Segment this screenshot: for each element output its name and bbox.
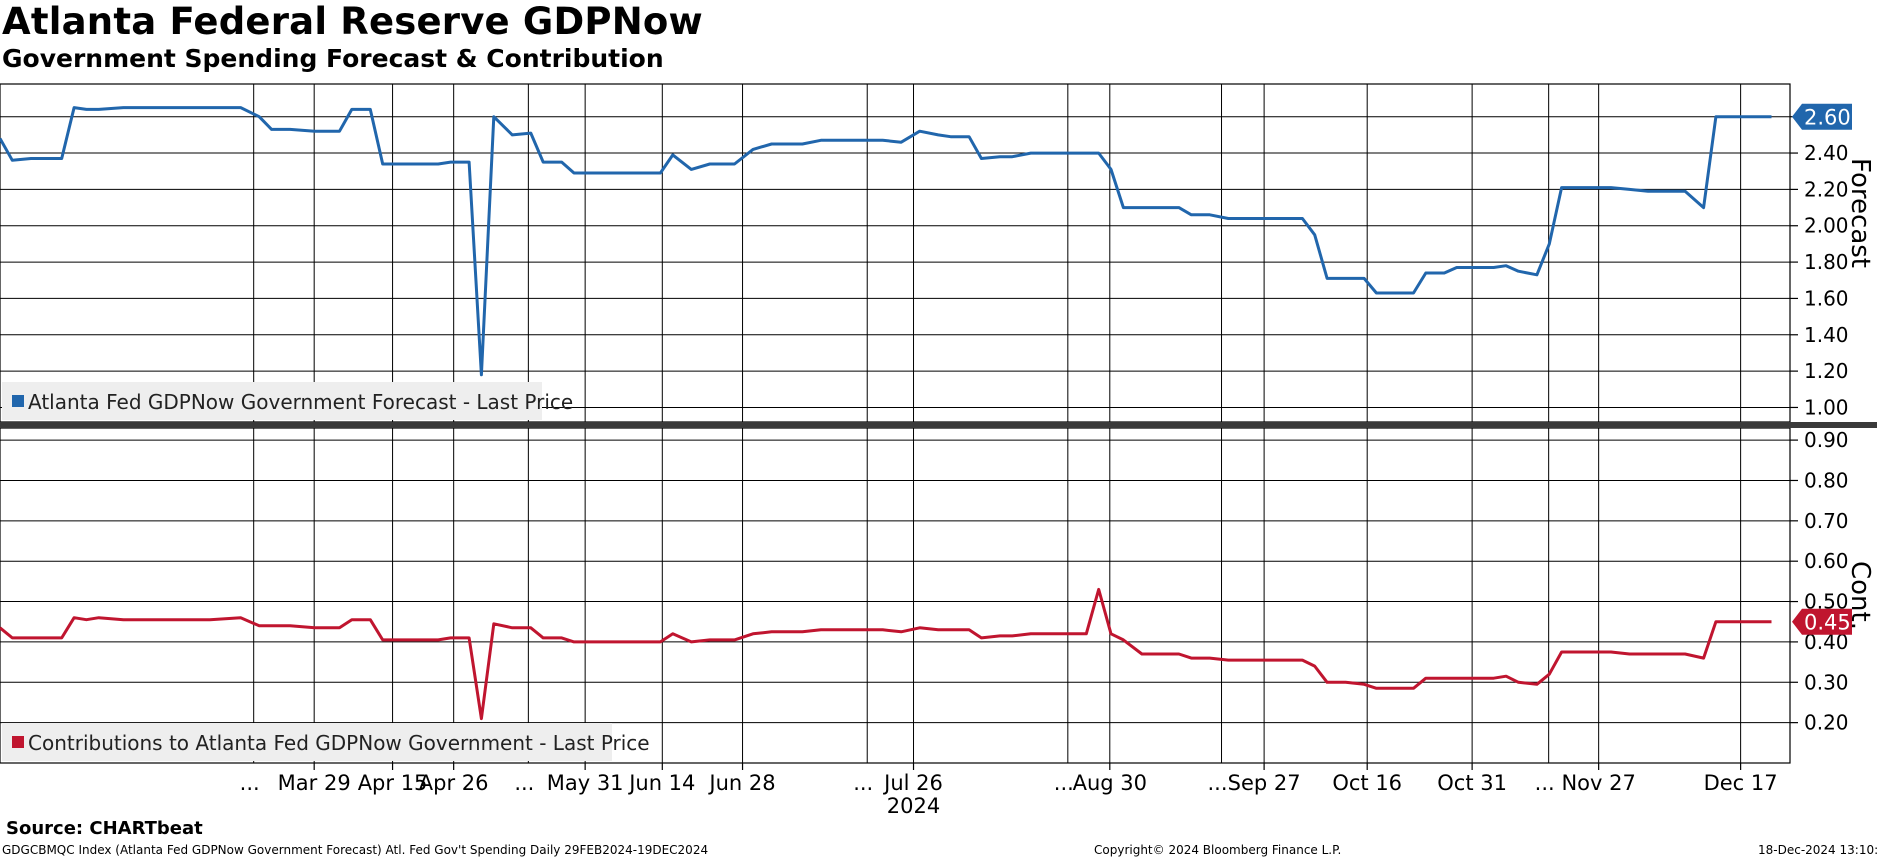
- y-tick-label: 0.80: [1804, 468, 1849, 492]
- footer-ticker-description: GDGCBMQC Index (Atlanta Fed GDPNow Gover…: [2, 843, 709, 857]
- x-tick-ellipsis: ...: [514, 771, 534, 795]
- x-tick-label: Dec 17: [1704, 771, 1778, 795]
- x-tick-ellipsis: ...: [240, 771, 260, 795]
- x-tick-label: Sep 27: [1228, 771, 1301, 795]
- y-tick-label: 0.90: [1804, 428, 1849, 452]
- contribution-series-line: [0, 587, 1772, 721]
- y-tick-label: 1.40: [1804, 323, 1849, 347]
- y-tick-label: 1.00: [1804, 395, 1849, 419]
- badge-value: 2.60: [1804, 106, 1851, 130]
- y-tick-label: 2.40: [1804, 141, 1849, 165]
- chart-subtitle: Government Spending Forecast & Contribut…: [2, 44, 664, 73]
- legend-swatch: [12, 736, 24, 748]
- y-tick-label: 0.60: [1804, 549, 1849, 573]
- legend-swatch: [12, 395, 24, 407]
- contribution-last-value-badge: 0.45: [1792, 608, 1852, 635]
- x-tick-label: Mar 29: [278, 771, 351, 795]
- x-tick-ellipsis: ...: [1208, 771, 1228, 795]
- y-tick-label: 0.70: [1804, 509, 1849, 533]
- x-tick-label: Apr 15: [358, 771, 428, 795]
- x-tick-label: Oct 16: [1332, 771, 1402, 795]
- y-axis-title: Cont.: [1845, 561, 1875, 630]
- x-tick-label: Apr 26: [419, 771, 489, 795]
- x-tick-label: Jul 26: [882, 771, 943, 795]
- legend-background: [2, 723, 612, 761]
- badge-value: 0.45: [1804, 611, 1851, 635]
- y-axis-title: Forecast: [1845, 158, 1875, 268]
- y-tick-label: 2.20: [1804, 177, 1849, 201]
- x-tick-label: Jun 28: [707, 771, 775, 795]
- y-tick-label: 1.80: [1804, 250, 1849, 274]
- x-tick-ellipsis: ...: [1054, 771, 1074, 795]
- x-tick-ellipsis: ...: [853, 771, 873, 795]
- x-tick-label: May 31: [547, 771, 624, 795]
- x-tick-label: Oct 31: [1437, 771, 1507, 795]
- y-tick-label: 1.20: [1804, 359, 1849, 383]
- x-year-label: 2024: [887, 794, 940, 818]
- legend-background: [2, 382, 542, 420]
- badge-shape: [1792, 103, 1852, 130]
- forecast-legend: Atlanta Fed GDPNow Government Forecast -…: [2, 382, 573, 420]
- x-tick-label: Jun 14: [627, 771, 695, 795]
- forecast-last-value-badge: 2.60: [1792, 103, 1852, 130]
- y-tick-label: 2.00: [1804, 214, 1849, 238]
- chart-title: Atlanta Federal Reserve GDPNow: [2, 0, 703, 43]
- footer-copyright: Copyright© 2024 Bloomberg Finance L.P.: [1094, 843, 1342, 857]
- footer-timestamp: 18-Dec-2024 13:10:01: [1758, 843, 1877, 857]
- y-tick-label: 1.60: [1804, 286, 1849, 310]
- x-tick-label: Aug 30: [1073, 771, 1147, 795]
- panel-separator: [0, 422, 1877, 428]
- x-tick-label: Nov 27: [1561, 771, 1635, 795]
- legend-label: Contributions to Atlanta Fed GDPNow Gove…: [28, 731, 650, 755]
- x-tick-ellipsis: ...: [1535, 771, 1555, 795]
- contribution-legend: Contributions to Atlanta Fed GDPNow Gove…: [2, 723, 650, 761]
- source-label: Source: CHARTbeat: [6, 818, 203, 839]
- legend-label: Atlanta Fed GDPNow Government Forecast -…: [28, 390, 573, 414]
- y-tick-label: 0.20: [1804, 711, 1849, 735]
- y-tick-label: 0.30: [1804, 670, 1849, 694]
- forecast-series-line: [0, 106, 1772, 377]
- badge-shape: [1792, 608, 1852, 635]
- panel-frame-2: [0, 427, 1791, 764]
